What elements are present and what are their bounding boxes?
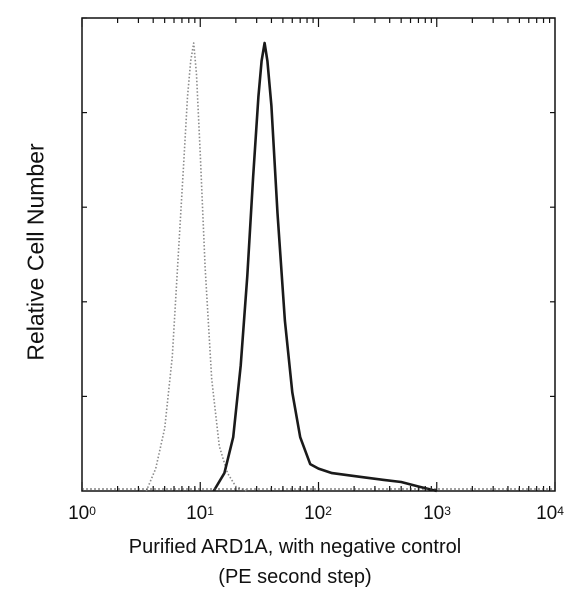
x-tick-label-1: 100 [68, 503, 96, 524]
histogram-series-negative-control [145, 42, 248, 492]
y-axis-label: Relative Cell Number [22, 143, 49, 361]
histogram-series-ard1a [212, 41, 438, 493]
x-tick-label-1000: 103 [423, 503, 451, 524]
plot-frame [81, 17, 556, 492]
axis-ticks [81, 17, 556, 491]
x-tick-label-100: 102 [304, 503, 332, 524]
x-axis-label: Purified ARD1A, with negative control [128, 536, 462, 558]
x-tick-label-10000: 104 [536, 503, 564, 524]
x-axis-sublabel: (PE second step) [218, 566, 372, 588]
histogram-curves [82, 41, 555, 493]
x-tick-label-10: 101 [186, 503, 214, 524]
